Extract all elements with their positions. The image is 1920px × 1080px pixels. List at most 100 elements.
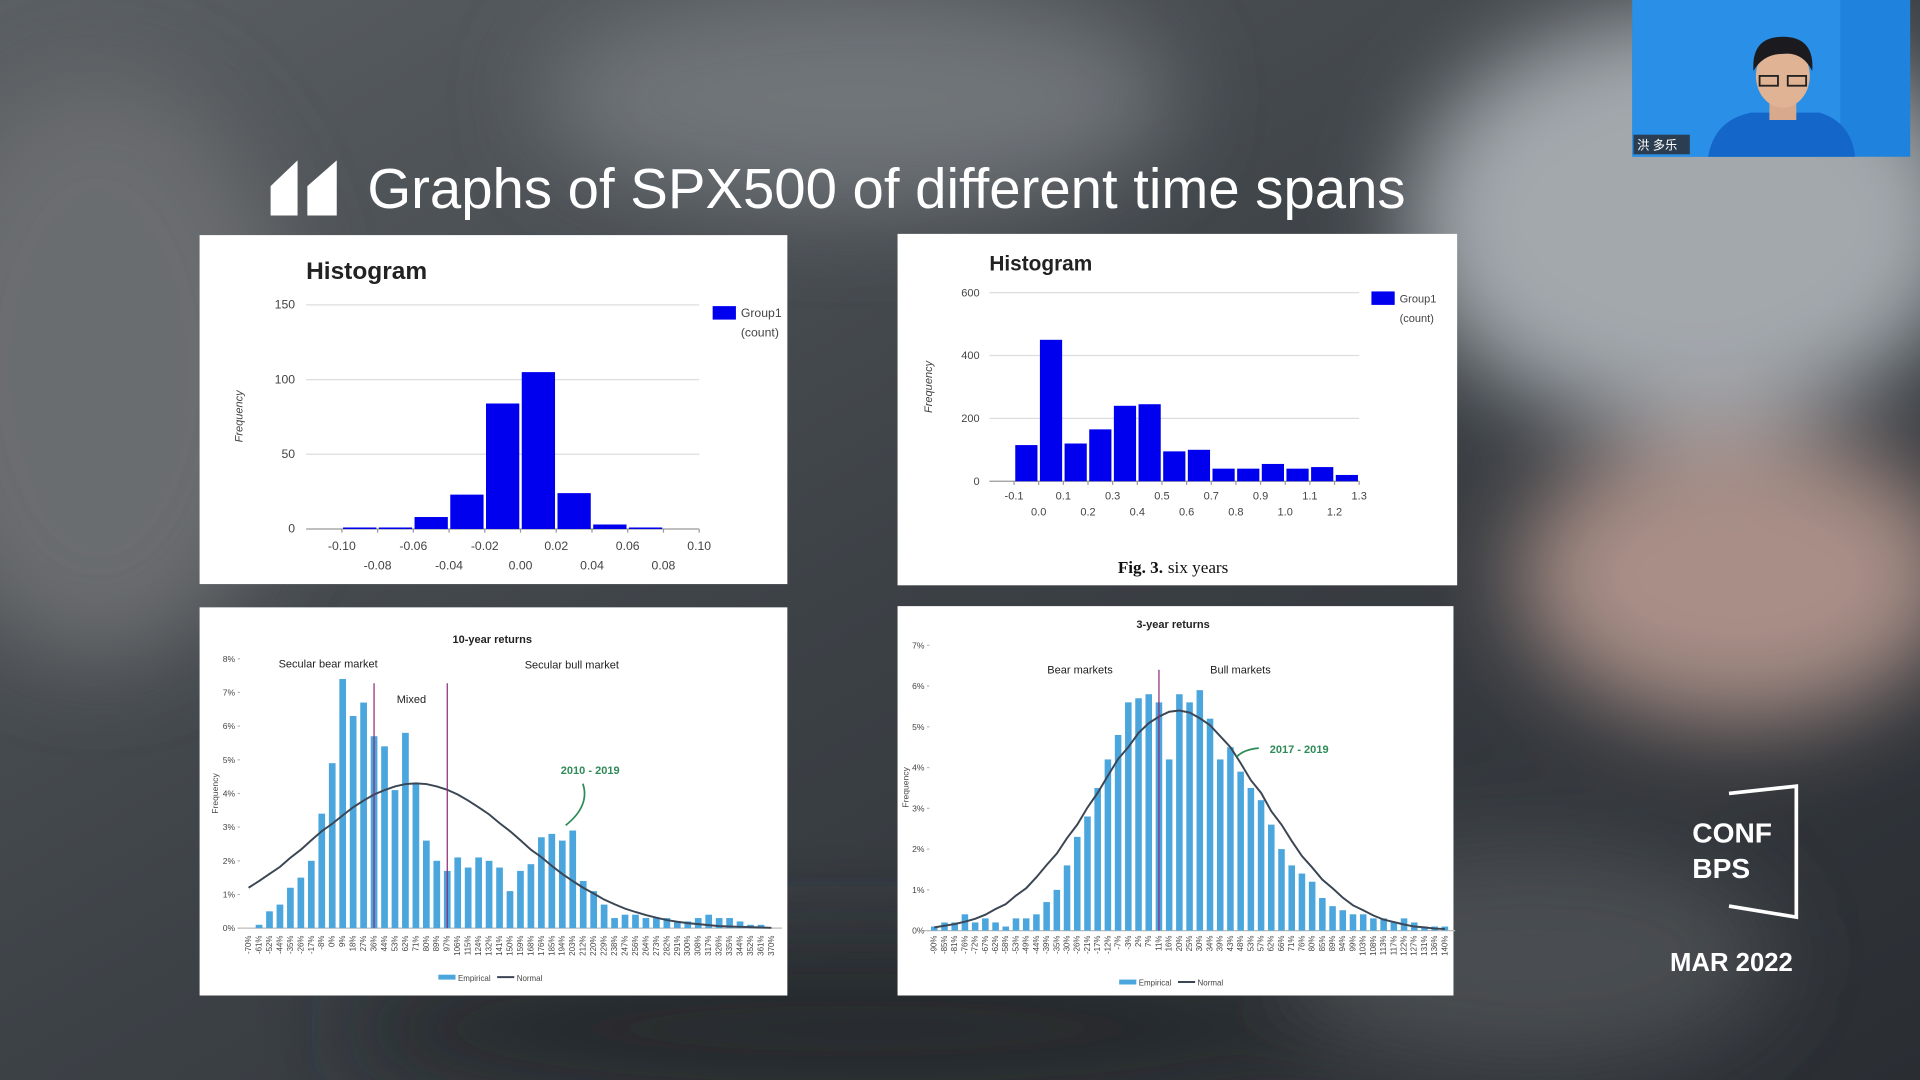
x-tick-label: 0.8 — [1228, 507, 1243, 519]
bar — [1022, 918, 1030, 931]
bar — [1145, 694, 1153, 931]
x-tick-label: -21% — [1083, 936, 1092, 955]
bar — [1339, 910, 1347, 931]
bar — [1073, 836, 1081, 931]
x-tick-label: 9% — [338, 936, 347, 947]
x-tick-label: 0.02 — [544, 539, 568, 553]
bar — [360, 702, 367, 929]
x-tick-label: 39% — [1216, 936, 1225, 952]
annotation: Bear markets — [1047, 664, 1113, 676]
bar — [527, 864, 535, 929]
bar — [1261, 463, 1284, 482]
bar — [971, 922, 979, 931]
y-axis-label: Frequency — [923, 359, 935, 413]
x-tick-label: 89% — [1328, 936, 1337, 952]
x-tick-label: -8% — [317, 936, 326, 950]
bar — [1335, 474, 1358, 482]
x-tick-label: 53% — [1246, 936, 1255, 952]
line-series — [248, 782, 772, 929]
x-tick-label: 113% — [1379, 936, 1388, 956]
bar — [318, 813, 326, 929]
bar — [982, 918, 989, 931]
x-tick-label: 11% — [1154, 936, 1163, 951]
x-tick-label: 122% — [1399, 936, 1408, 956]
x-tick-label: 0.06 — [616, 539, 640, 553]
bar — [1212, 468, 1235, 482]
y-tick-label: 2% — [223, 856, 236, 866]
x-tick-label: -0.08 — [364, 558, 392, 572]
x-tick-label: 85% — [1318, 936, 1327, 952]
participant-name: 洪 多乐 — [1637, 138, 1677, 152]
x-tick-label: 27% — [359, 936, 368, 952]
bar — [579, 881, 587, 929]
bar — [1286, 468, 1309, 482]
bar — [1216, 759, 1224, 931]
x-tick-label: 89% — [432, 936, 441, 952]
bar — [496, 867, 503, 929]
bar — [1176, 694, 1183, 931]
x-tick-label: 20% — [1175, 936, 1184, 952]
x-tick-label: 25% — [1185, 936, 1194, 952]
bar — [1094, 787, 1101, 931]
bar — [653, 918, 660, 929]
x-tick-label: 0.10 — [687, 539, 711, 553]
bar — [454, 857, 462, 929]
x-tick-label: 62% — [401, 936, 410, 952]
legend-swatch — [1119, 979, 1137, 985]
bar — [538, 837, 545, 929]
legend-label: Empirical — [458, 974, 491, 983]
bar — [715, 918, 723, 929]
x-tick-label: 94% — [1338, 936, 1347, 952]
x-tick-label: 99% — [1348, 936, 1357, 952]
logo-text: BPS — [1692, 853, 1750, 884]
bar — [339, 678, 347, 929]
x-tick-label: 132% — [485, 936, 494, 956]
bar — [378, 527, 413, 529]
x-tick-label: 282% — [662, 936, 671, 956]
bar — [521, 372, 556, 529]
bar — [726, 918, 733, 929]
y-tick-label: 600 — [961, 287, 979, 299]
bar — [1084, 816, 1091, 931]
annotation: 2017 - 2019 — [1270, 744, 1329, 756]
bar — [412, 783, 420, 929]
x-tick-label: 247% — [620, 936, 629, 956]
x-tick-label: -0.04 — [435, 558, 463, 572]
annotation: Mixed — [397, 694, 426, 706]
bar — [1064, 443, 1087, 482]
bar — [569, 830, 577, 929]
bar — [593, 524, 627, 529]
bar — [1288, 865, 1295, 931]
bar — [1125, 702, 1132, 931]
x-tick-label: -85% — [940, 936, 949, 955]
caption-label: Fig. 3. — [1118, 558, 1163, 577]
x-tick-label: 103% — [1359, 936, 1368, 956]
bar — [1114, 734, 1122, 931]
x-tick-label: 1.2 — [1327, 507, 1342, 519]
bar — [422, 840, 430, 929]
x-tick-label: 168% — [526, 936, 535, 956]
bar — [1104, 759, 1112, 931]
bar — [391, 790, 399, 929]
x-tick-label: -49% — [1022, 936, 1031, 955]
x-tick-label: -44% — [275, 936, 284, 955]
bar — [1349, 914, 1357, 931]
bar — [1390, 922, 1398, 931]
legend-swatch — [438, 974, 456, 980]
y-tick-label: 7% — [912, 640, 925, 650]
chart-title: 3-year returns — [1136, 619, 1209, 631]
x-tick-label: 335% — [725, 936, 734, 956]
chart-panel — [199, 607, 788, 996]
x-tick-label: -26% — [1073, 936, 1082, 955]
x-tick-label: -17% — [1093, 936, 1102, 955]
x-tick-label: 0.3 — [1105, 491, 1120, 503]
bar — [297, 877, 305, 929]
x-tick-label: 352% — [746, 936, 755, 956]
x-tick-label: 16% — [1165, 936, 1174, 952]
y-tick-label: 2% — [912, 844, 925, 854]
bar — [1308, 881, 1316, 931]
bar — [1237, 771, 1244, 931]
x-tick-label: 71% — [411, 936, 420, 952]
x-tick-label: 43% — [1226, 936, 1235, 952]
